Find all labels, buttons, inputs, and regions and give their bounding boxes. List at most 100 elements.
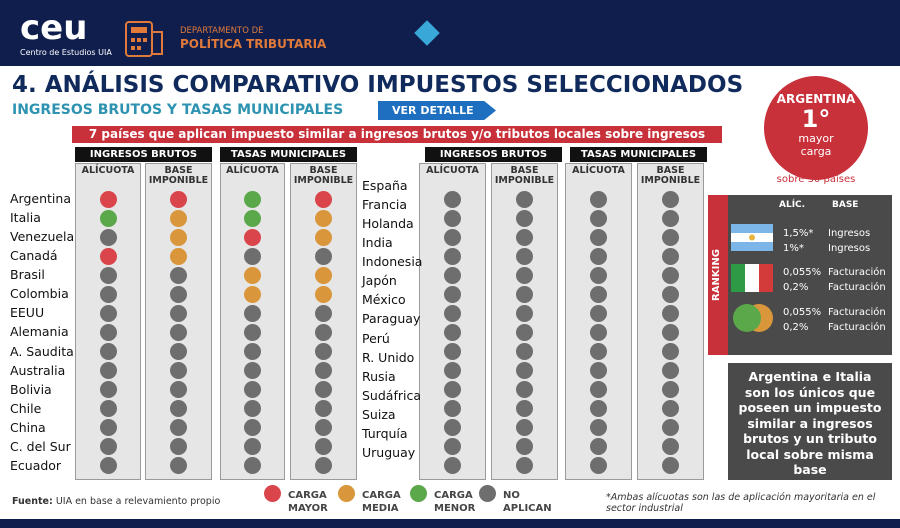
status-dot <box>444 438 461 456</box>
circle-note: sobre 30 países <box>776 174 856 185</box>
status-dot <box>444 362 461 380</box>
country-label: A. Saudita <box>10 343 74 359</box>
country-label: China <box>10 419 46 435</box>
country-label: Alemania <box>10 324 69 340</box>
status-dot <box>662 419 679 437</box>
source-text: UIA en base a relevamiento propio <box>55 496 221 507</box>
country-label: Holanda <box>362 216 414 232</box>
status-dot <box>315 438 332 456</box>
column-label: BASE IMPONIBLE <box>640 165 701 186</box>
country-label: Indonesia <box>362 254 423 270</box>
conclusion: Argentina e Italia son los únicos que po… <box>728 363 892 480</box>
status-dot <box>662 381 679 399</box>
status-dot <box>444 400 461 418</box>
status-dot <box>315 304 332 322</box>
ranking-base: Ingresos <box>828 228 871 239</box>
status-dot <box>516 323 533 341</box>
ranking-base: Ingresos <box>828 243 871 254</box>
country-label: Sudáfrica <box>362 387 421 403</box>
page-title: 4. ANÁLISIS COMPARATIVO IMPUESTOS SELECC… <box>12 72 744 98</box>
country-label: Perú <box>362 330 390 346</box>
status-dot <box>662 400 679 418</box>
ranking-rate: 0,2% <box>783 322 809 333</box>
status-dot <box>444 190 461 208</box>
status-dot <box>99 457 117 475</box>
status-dot <box>99 228 117 246</box>
status-dot <box>590 323 607 341</box>
status-dot <box>99 323 117 341</box>
status-dot <box>516 285 533 303</box>
status-dot <box>244 285 261 303</box>
subtitle: INGRESOS BRUTOS Y TASAS MUNICIPALES <box>12 102 344 118</box>
detail-button[interactable]: VER DETALLE <box>378 101 496 120</box>
status-dot <box>662 247 679 265</box>
status-dot <box>99 247 117 265</box>
column-label: BASE IMPONIBLE <box>148 165 209 186</box>
status-dot <box>662 228 679 246</box>
source-label: Fuente: <box>12 496 53 507</box>
status-dot <box>444 247 461 265</box>
status-dot <box>170 343 187 361</box>
status-dot <box>315 381 332 399</box>
country-label: C. del Sur <box>10 438 71 454</box>
status-dot <box>315 343 332 361</box>
status-dot <box>170 228 187 246</box>
status-dot <box>170 209 187 227</box>
status-dot <box>170 381 187 399</box>
footer-bar <box>0 519 900 528</box>
country-label: Venezuela <box>10 229 75 245</box>
status-dot <box>444 266 461 284</box>
circle-line: mayor <box>798 132 834 145</box>
status-dot <box>444 381 461 399</box>
status-dot <box>244 457 261 475</box>
column-label: ALÍCUOTA <box>426 165 479 176</box>
ranking-strip <box>708 195 728 355</box>
status-dot <box>244 304 261 322</box>
status-dot <box>590 304 607 322</box>
logo: ceu <box>20 8 88 48</box>
status-dot <box>590 228 607 246</box>
status-dot <box>315 400 332 418</box>
status-dot <box>244 190 261 208</box>
country-label: Francia <box>362 197 408 213</box>
group-header: TASAS MUNICIPALES <box>570 147 707 162</box>
status-dot <box>244 438 261 456</box>
status-dot <box>315 419 332 437</box>
country-label: Canadá <box>10 248 58 264</box>
ranking-column: ALÍC. <box>779 200 806 210</box>
circle-position: 1° <box>801 105 831 133</box>
status-dot <box>590 362 607 380</box>
status-dot <box>516 190 533 208</box>
column-label: ALÍCUOTA <box>81 165 135 176</box>
status-dot <box>99 343 117 361</box>
legend-label: CARGA MENOR <box>434 490 476 514</box>
status-dot <box>662 438 679 456</box>
status-dot <box>662 362 679 380</box>
status-dot <box>170 304 187 322</box>
ranking-base: Facturación <box>828 307 886 318</box>
status-dot <box>516 419 533 437</box>
ranking-rate: 1,5%* <box>783 228 814 239</box>
status-dot <box>662 304 679 322</box>
country-label: Bolivia <box>10 381 52 397</box>
status-dot <box>590 457 607 475</box>
status-dot <box>590 247 607 265</box>
country-label: India <box>362 235 393 251</box>
status-dot <box>516 228 533 246</box>
country-label: Ecuador <box>10 457 62 473</box>
status-dot <box>170 323 187 341</box>
status-dot <box>99 400 117 418</box>
status-dot <box>662 266 679 284</box>
source: Fuente: UIA en base a relevamiento propi… <box>12 496 220 507</box>
status-dot <box>590 438 607 456</box>
status-dot <box>170 266 187 284</box>
status-dot <box>99 266 117 284</box>
status-dot <box>315 228 332 246</box>
legend-label: CARGA MEDIA <box>362 490 401 514</box>
ranking-circle: ARGENTINA 1° mayor carga <box>764 76 868 180</box>
status-dot <box>516 343 533 361</box>
legend-dot <box>479 485 496 502</box>
status-dot <box>662 190 679 208</box>
status-dot <box>590 190 607 208</box>
status-dot <box>444 304 461 322</box>
